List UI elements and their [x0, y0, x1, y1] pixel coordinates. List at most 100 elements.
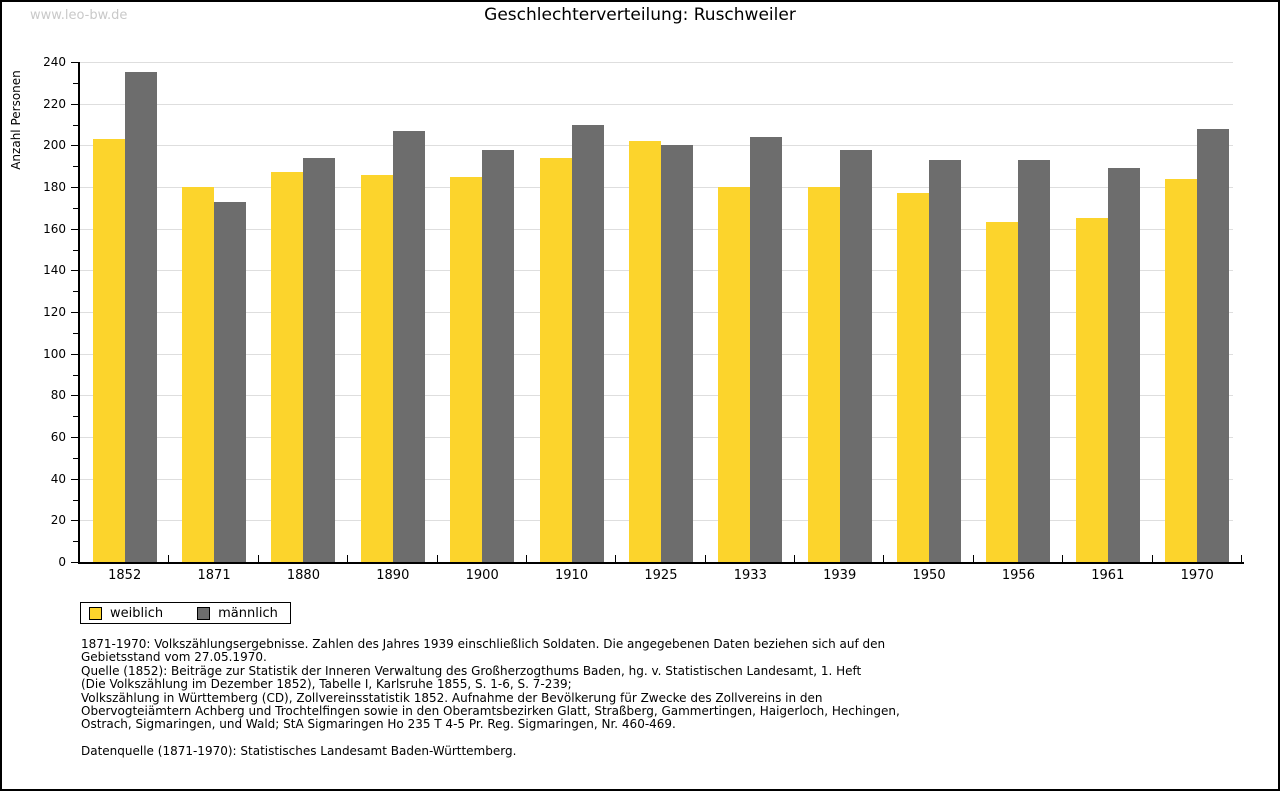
x-tick-label-1871: 1871 [197, 568, 231, 583]
y-minor-tick-30 [73, 499, 78, 501]
y-minor-tick-10 [73, 541, 78, 543]
x-boundary-tick-3 [347, 555, 349, 562]
y-tick-label-240: 240 [43, 55, 66, 69]
bar-group-1871 [169, 62, 258, 562]
x-tick-label-1925: 1925 [644, 568, 678, 583]
bar-weiblich-1852 [92, 139, 125, 562]
x-boundary-tick-8 [794, 555, 796, 562]
bar-weiblich-1900 [450, 176, 483, 562]
x-boundary-tick-7 [704, 555, 706, 562]
bar-weiblich-1970 [1165, 178, 1198, 562]
y-major-tick-80 [71, 395, 78, 397]
bar-group-1852 [80, 62, 169, 562]
bar-männlich-1910 [571, 124, 604, 562]
note-line: Volkszählung in Württemberg (CD), Zollve… [81, 690, 823, 705]
bar-group-1950 [884, 62, 973, 562]
bar-männlich-1871 [214, 201, 247, 562]
x-tick-label-1956: 1956 [1001, 568, 1035, 583]
bar-group-1900 [438, 62, 527, 562]
y-major-tick-160 [71, 228, 78, 230]
legend-label-maennlich: männlich [218, 605, 278, 621]
bar-weiblich-1939 [807, 187, 840, 562]
y-major-tick-20 [71, 520, 78, 522]
y-tick-label-100: 100 [43, 346, 66, 361]
legend-label-weiblich: weiblich [110, 605, 164, 621]
bar-group-1939 [795, 62, 884, 562]
y-tick-label-40: 40 [50, 471, 66, 486]
y-minor-tick-110 [73, 332, 78, 334]
note-line: Obervogteiämtern Achberg und Trochtelfin… [81, 704, 900, 719]
x-tick-label-1961: 1961 [1091, 568, 1125, 583]
bar-weiblich-1910 [539, 157, 572, 562]
y-tick-label-0: 0 [58, 555, 66, 569]
y-major-tick-120 [71, 312, 78, 313]
bar-group-1910 [527, 62, 616, 562]
bar-männlich-1852 [124, 72, 157, 562]
bar-weiblich-1871 [182, 187, 215, 562]
bar-weiblich-1880 [271, 172, 304, 562]
bar-group-1890 [348, 62, 437, 562]
bar-männlich-1925 [660, 145, 693, 562]
note-line: Ostrach, Sigmaringen, und Wald; StA Sigm… [81, 717, 676, 732]
note-line: 1871-1970: Volkszählungsergebnisse. Zahl… [81, 637, 886, 651]
bar-weiblich-1956 [986, 222, 1019, 562]
bar-männlich-1956 [1018, 159, 1051, 562]
bar-weiblich-1890 [360, 174, 393, 562]
y-major-tick-40 [71, 478, 78, 480]
bar-group-1880 [259, 62, 348, 562]
x-tick-label-1939: 1939 [823, 568, 857, 583]
x-boundary-tick-12 [1151, 555, 1153, 562]
bars-layer [80, 62, 1242, 562]
bar-männlich-1890 [392, 130, 425, 562]
y-major-tick-240 [71, 62, 78, 63]
chart-title: Geschlechterverteilung: Ruschweiler [484, 5, 796, 25]
y-axis-line [78, 62, 80, 564]
y-tick-label-180: 180 [43, 180, 66, 194]
legend-swatch-maennlich [197, 606, 211, 620]
bar-männlich-1939 [839, 149, 872, 562]
x-tick-label-1933: 1933 [733, 568, 767, 583]
x-boundary-tick-1 [168, 555, 170, 562]
x-boundary-tick-13 [1241, 555, 1242, 562]
gridline-240 [80, 62, 1233, 63]
y-axis-title: Anzahl Personen [9, 70, 23, 170]
y-minor-tick-130 [73, 291, 78, 293]
legend-item-maennlich: männlich [197, 606, 278, 621]
x-axis-labels: 1852 1871 1880 1890 1900 1910 1925 1933 1939 1950… [80, 568, 1242, 583]
bar-group-1961 [1063, 62, 1152, 562]
y-minor-tick-230 [73, 82, 78, 84]
bar-männlich-1880 [303, 157, 336, 562]
x-boundary-tick-10 [972, 555, 974, 562]
y-major-tick-200 [71, 145, 78, 147]
note-line: (Die Volkszählung im Dezember 1852), Tab… [81, 677, 572, 692]
y-tick-label-80: 80 [50, 388, 66, 403]
note-line: Quelle (1852): Beiträge zur Statistik de… [81, 663, 862, 678]
x-axis-line [78, 562, 1244, 564]
x-tick-label-1970: 1970 [1180, 568, 1214, 583]
x-boundary-tick-5 [525, 555, 527, 562]
y-major-tick-180 [71, 187, 78, 188]
y-tick-label-140: 140 [43, 263, 66, 278]
y-minor-tick-50 [73, 457, 78, 459]
y-tick-label-20: 20 [50, 513, 66, 528]
y-minor-tick-210 [73, 124, 78, 126]
y-minor-tick-90 [73, 374, 78, 376]
bar-weiblich-1925 [628, 141, 661, 562]
legend: weiblich männlich [80, 602, 291, 624]
bar-männlich-1961 [1107, 168, 1140, 562]
x-boundary-tick-2 [257, 555, 259, 562]
legend-swatch-weiblich [89, 606, 102, 620]
x-boundary-tick-4 [436, 555, 438, 562]
note-line: Gebietsstand vom 27.05.1970. [81, 650, 267, 665]
datasource-line: Datenquelle (1871-1970): Statistisches L… [81, 743, 517, 758]
y-tick-label-160: 160 [43, 221, 66, 236]
y-minor-tick-190 [73, 166, 78, 168]
bar-männlich-1970 [1197, 128, 1230, 562]
bar-group-1933 [706, 62, 795, 562]
y-tick-label-60: 60 [50, 430, 66, 444]
x-boundary-tick-6 [615, 555, 617, 562]
x-boundary-tick-9 [883, 555, 885, 562]
bar-weiblich-1961 [1075, 218, 1108, 562]
x-tick-label-1950: 1950 [912, 568, 946, 583]
